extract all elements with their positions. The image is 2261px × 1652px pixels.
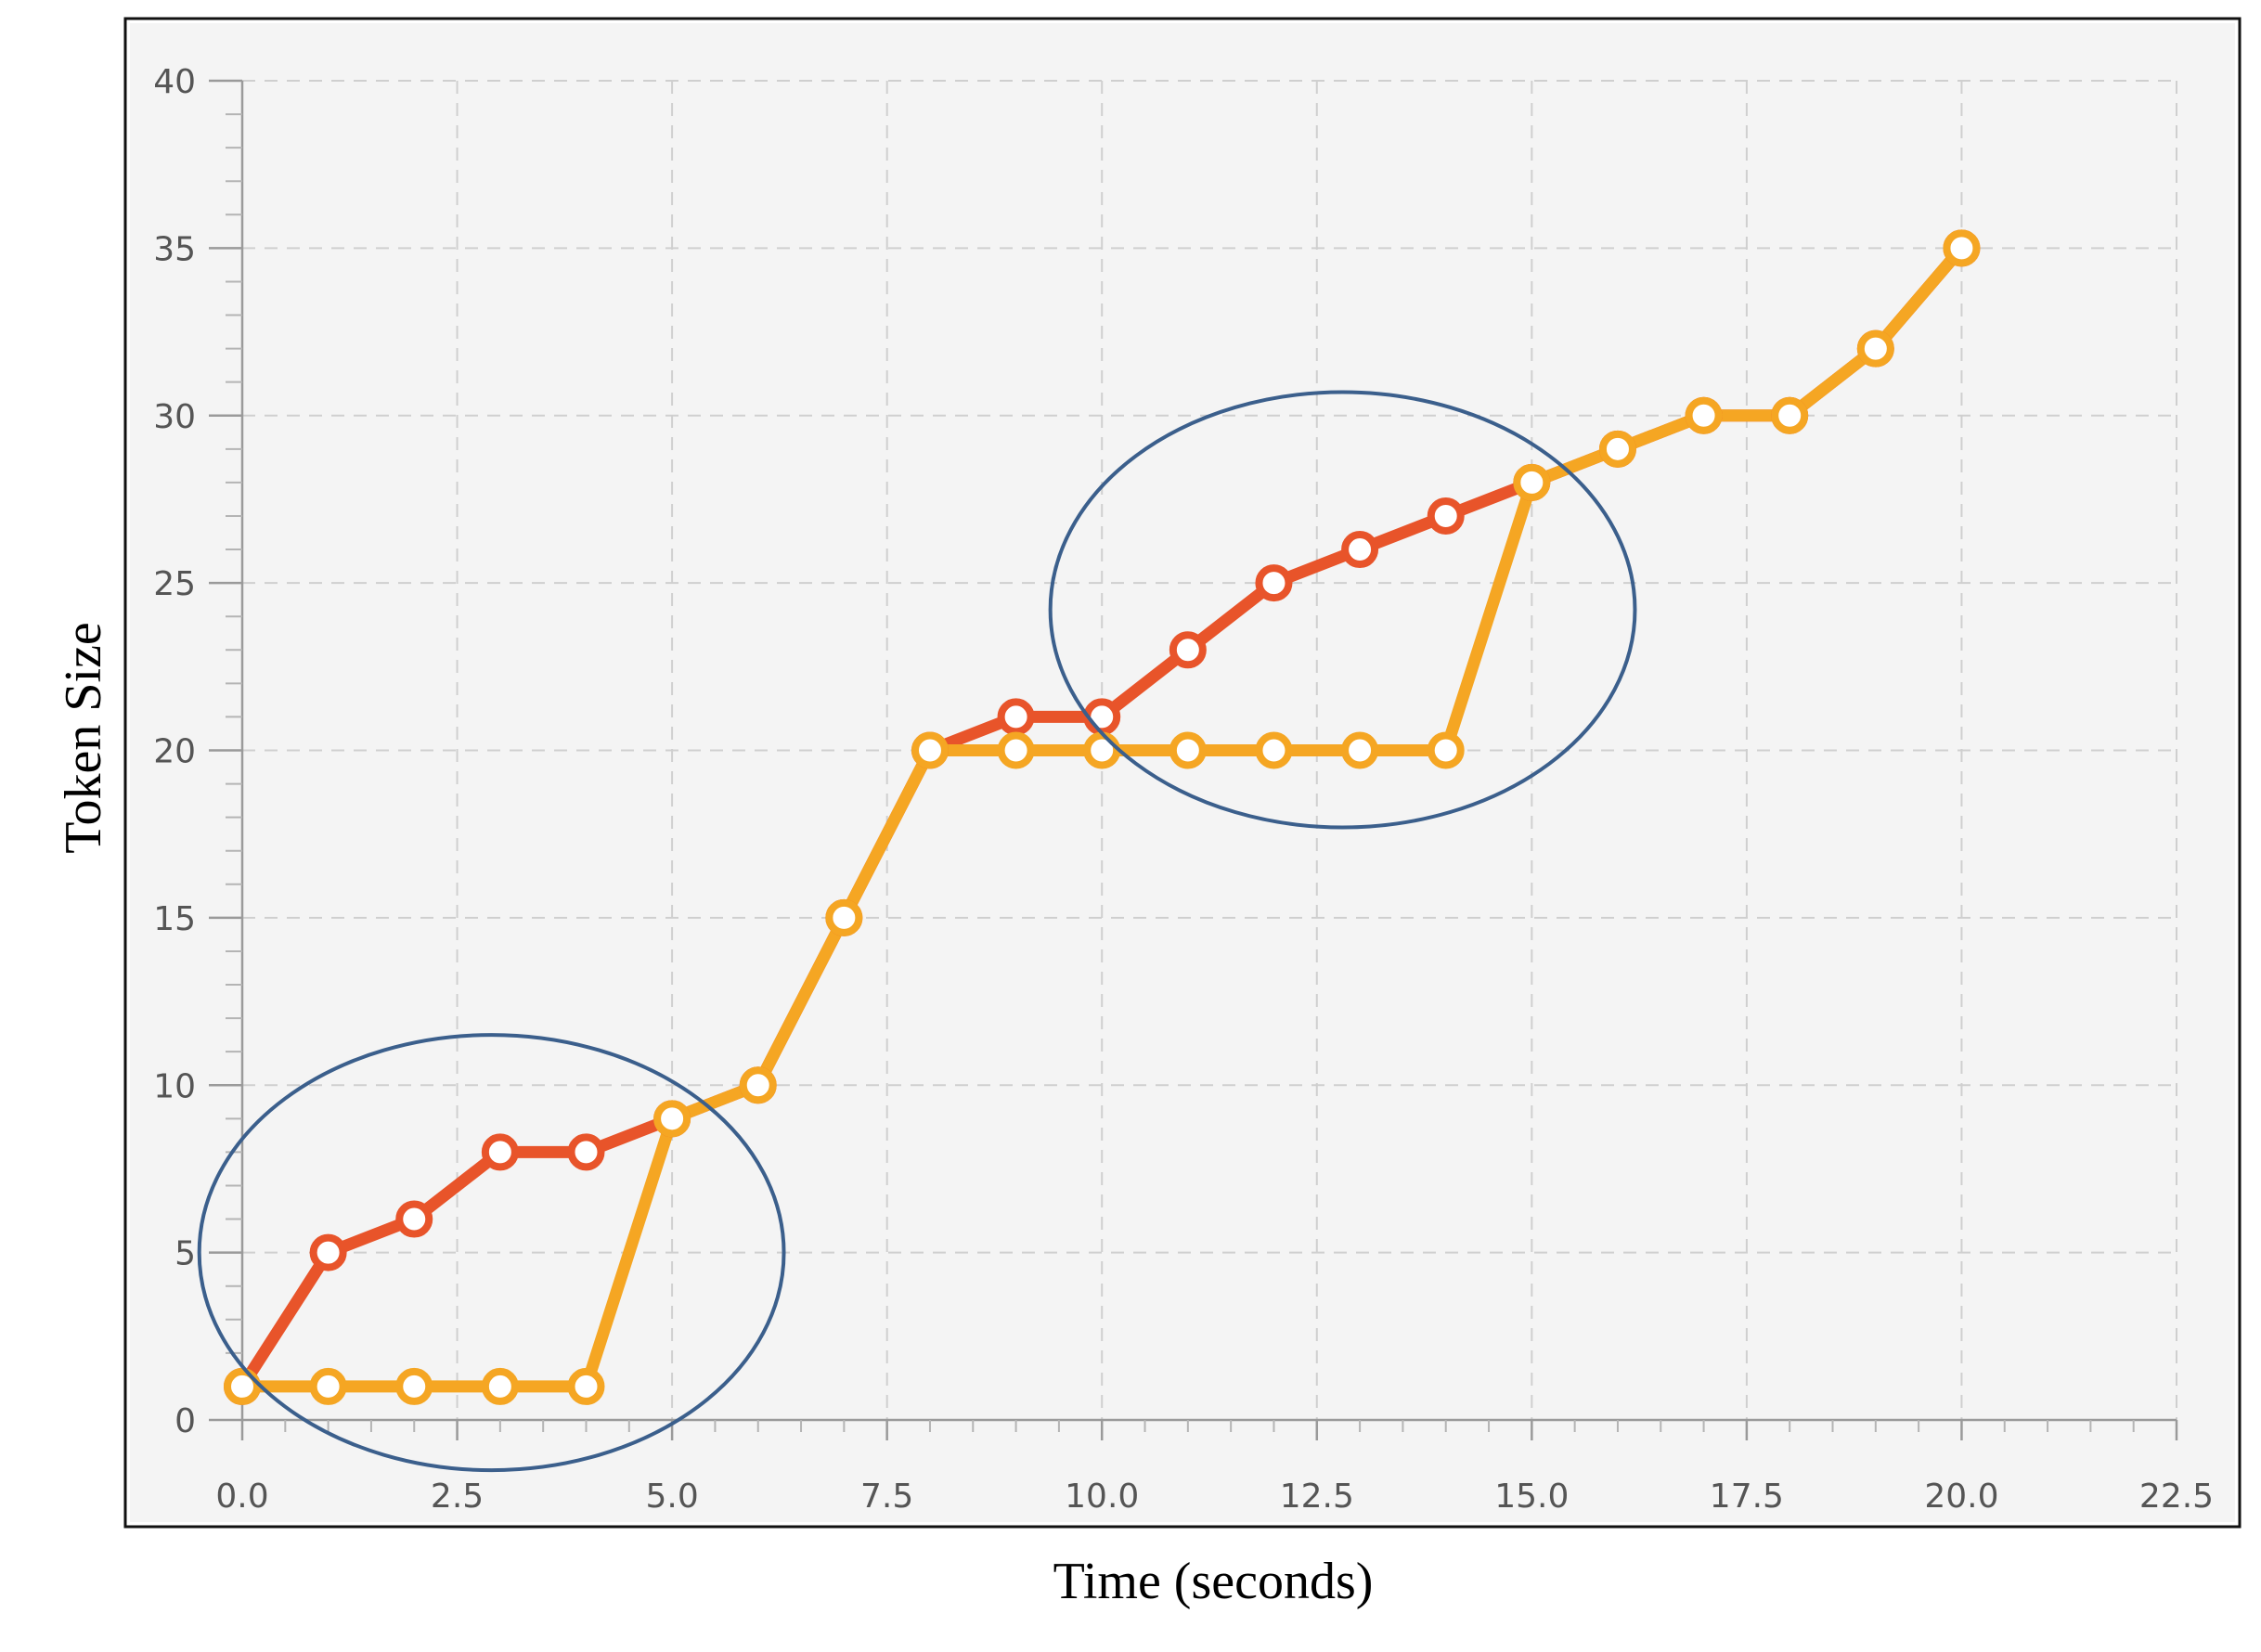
series-points	[224, 229, 1981, 1405]
x-tick-label: 0.0	[215, 1478, 268, 1516]
data-point-series-2	[1169, 731, 1207, 769]
data-point-series-2	[1341, 731, 1379, 769]
data-point-series-1	[395, 1200, 433, 1238]
x-tick-label: 7.5	[860, 1478, 913, 1516]
x-tick-label: 17.5	[1710, 1478, 1784, 1516]
x-tick-label: 12.5	[1280, 1478, 1354, 1516]
data-point-series-2	[224, 1367, 261, 1405]
x-tick-label: 15.0	[1494, 1478, 1569, 1516]
y-tick-label: 15	[153, 900, 196, 938]
data-point-series-2	[309, 1367, 347, 1405]
x-axis-title: Time (seconds)	[1053, 1553, 1374, 1610]
y-tick-label: 25	[153, 565, 196, 603]
data-point-series-1	[1169, 631, 1207, 669]
data-point-series-2	[567, 1367, 605, 1405]
x-tick-label: 10.0	[1065, 1478, 1139, 1516]
y-tick-label: 5	[174, 1235, 196, 1273]
y-tick-label: 35	[153, 230, 196, 268]
data-point-series-2	[1598, 430, 1636, 468]
data-point-series-2	[997, 731, 1035, 769]
data-point-series-2	[1083, 731, 1121, 769]
data-point-series-2	[1856, 329, 1894, 368]
data-point-series-2	[481, 1367, 519, 1405]
plot-area	[130, 23, 2235, 1522]
y-tick-label: 30	[153, 398, 196, 436]
data-point-series-2	[825, 898, 863, 936]
x-tick-label: 2.5	[431, 1478, 484, 1516]
y-tick-label: 10	[153, 1067, 196, 1105]
x-tick-label: 5.0	[645, 1478, 698, 1516]
data-point-series-1	[1341, 531, 1379, 569]
ticks: 0.0 2.5 5.0 7.5 10.0 12.5 15.0 17.5 20.0 22.5 0 5 10…	[153, 63, 2214, 1516]
y-tick-label: 40	[153, 63, 196, 101]
annotation-ellipse-1	[197, 1033, 786, 1473]
data-point-series-1	[1427, 497, 1465, 535]
data-point-series-2	[1771, 396, 1809, 434]
data-point-series-2	[1427, 731, 1465, 769]
annotations	[197, 390, 1637, 1473]
x-tick-label: 22.5	[2139, 1478, 2214, 1516]
data-point-series-1	[1255, 564, 1293, 602]
y-tick-label: 20	[153, 733, 196, 771]
y-tick-label: 0	[174, 1402, 196, 1440]
y-axis-title: Token Size	[55, 622, 112, 854]
data-point-series-1	[1083, 698, 1121, 736]
x-tick-label: 20.0	[1924, 1478, 1998, 1516]
data-point-series-2	[653, 1100, 691, 1138]
data-point-series-1	[309, 1233, 347, 1271]
data-point-series-1	[567, 1133, 605, 1171]
data-point-series-2	[1255, 731, 1293, 769]
annotation-ellipse-2	[1048, 390, 1637, 830]
data-point-series-1	[481, 1133, 519, 1171]
data-point-series-2	[1513, 463, 1551, 501]
data-point-series-1	[997, 698, 1035, 736]
data-point-series-2	[1943, 229, 1981, 267]
data-point-series-2	[395, 1367, 433, 1405]
data-point-series-2	[911, 731, 949, 769]
data-point-series-2	[739, 1066, 777, 1104]
data-point-series-2	[1685, 396, 1723, 434]
